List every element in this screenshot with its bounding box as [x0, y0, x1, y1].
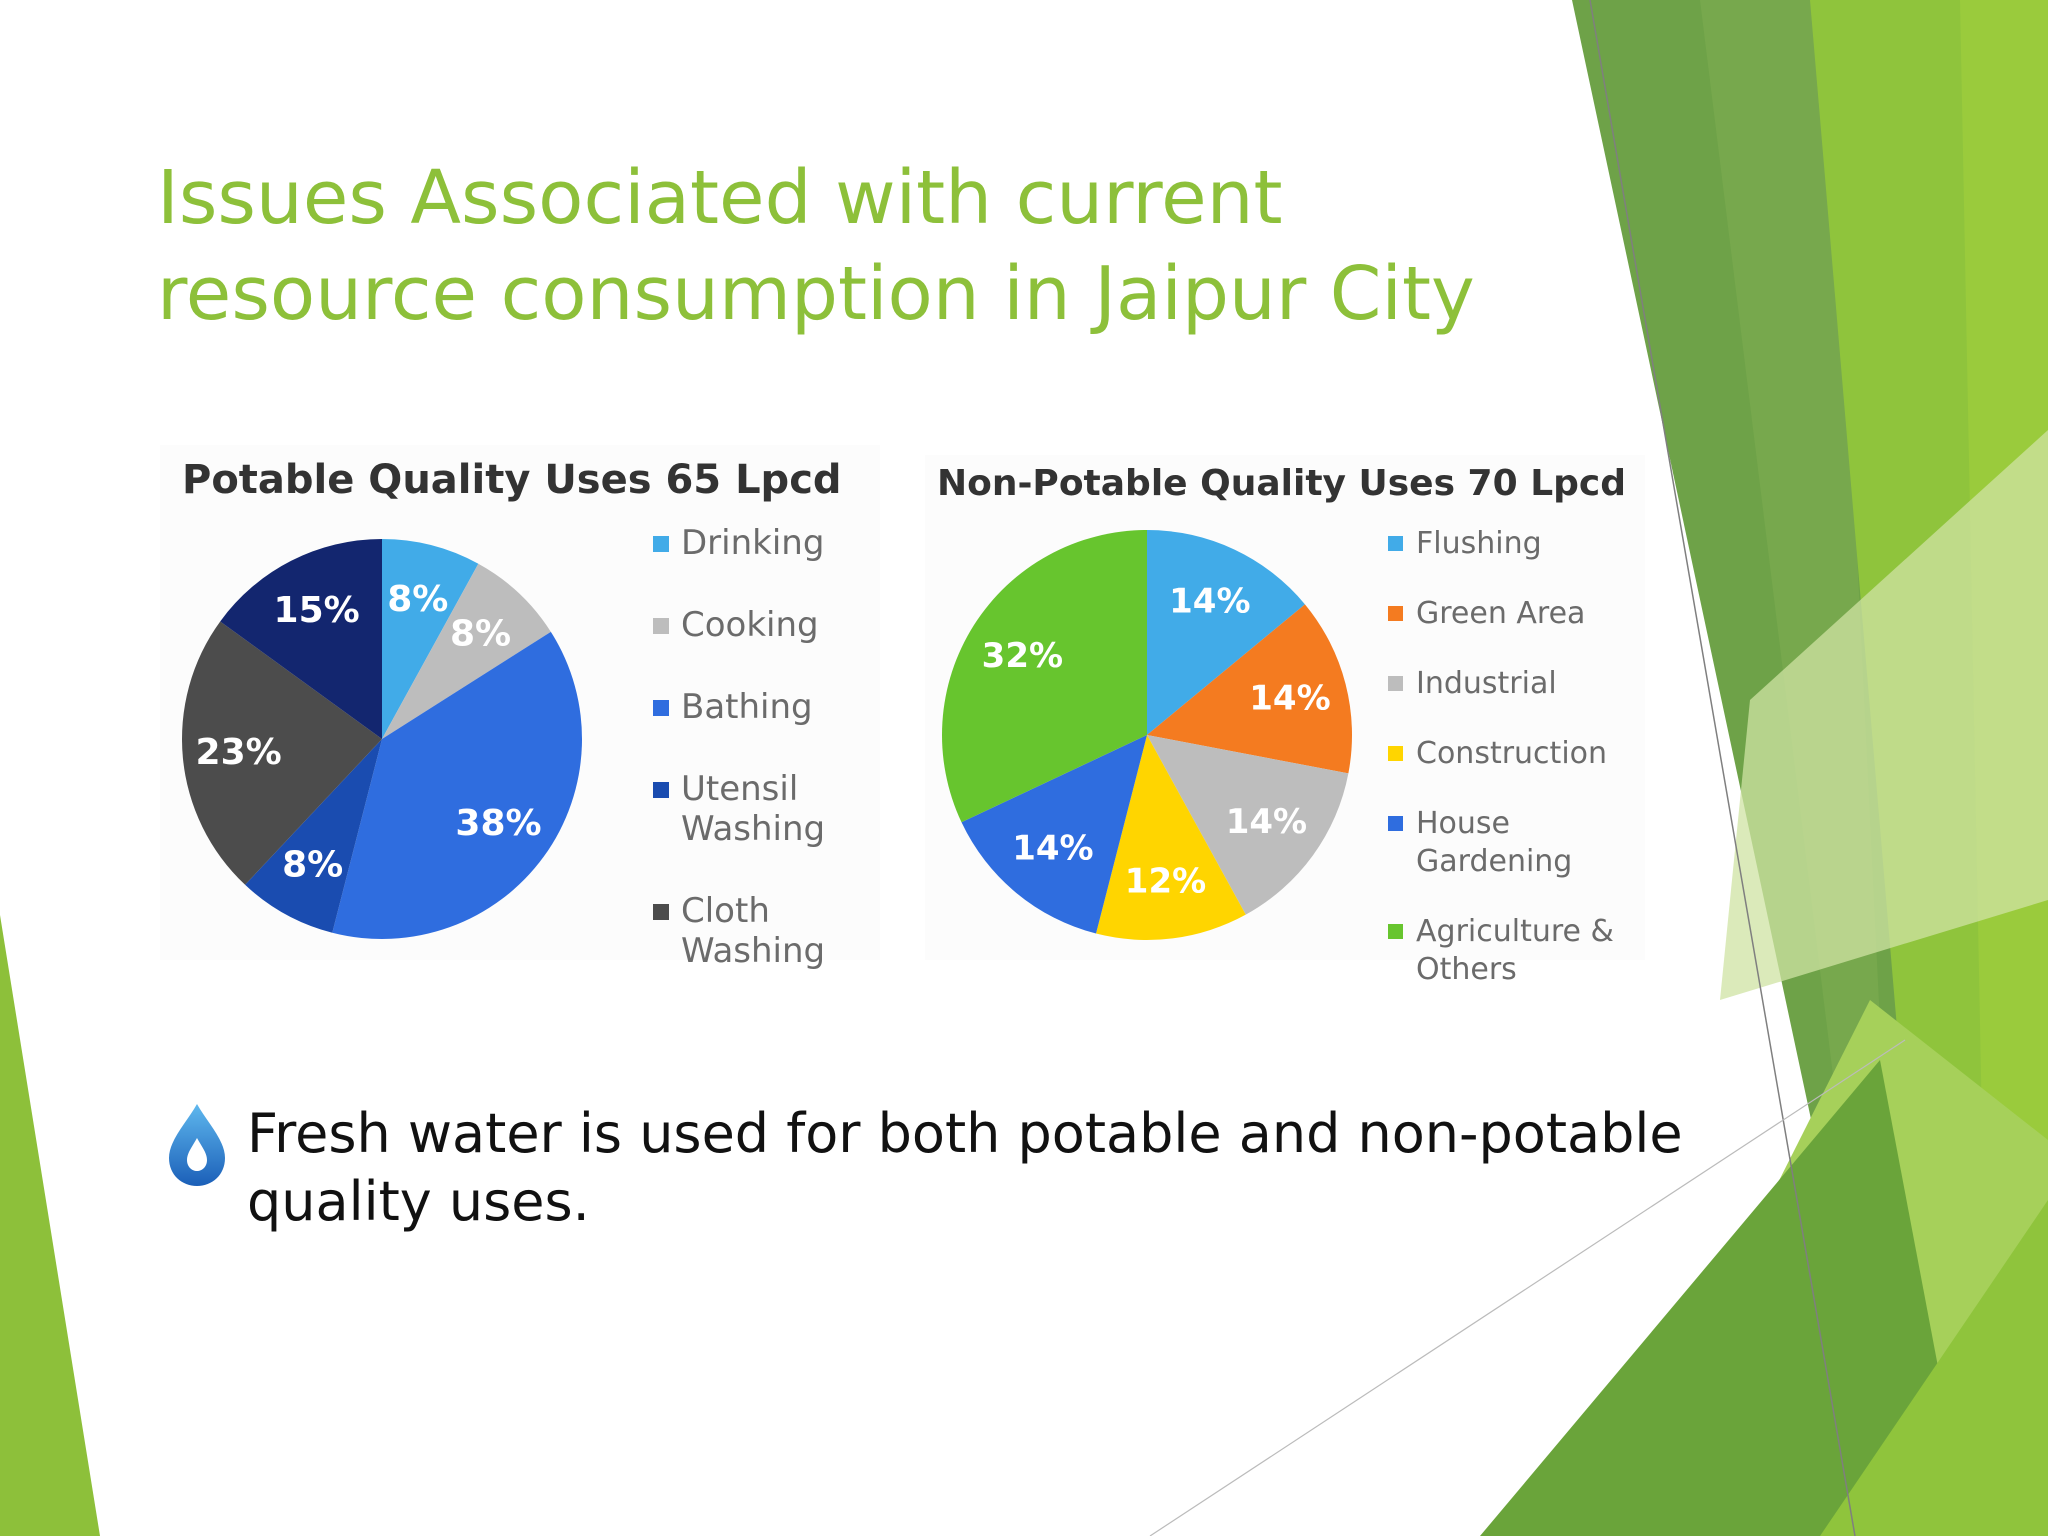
pie-slice-construction	[1096, 735, 1246, 940]
legend-swatch	[1388, 606, 1403, 621]
deco-corner-wedge	[1820, 1200, 2048, 1536]
legend-swatch	[1388, 924, 1403, 939]
legend-swatch	[653, 536, 669, 552]
potable-uses-chart: Potable Quality Uses 65 Lpcd 8% 8% 38% 8% 23…	[160, 445, 880, 971]
pie-plot-area: 8%8%38%8%23%15%	[182, 539, 582, 939]
deco-lower-wedge-dark	[1480, 1060, 1970, 1536]
legend-label: Cloth Washing	[681, 891, 826, 971]
pie-slice-flushing	[1147, 530, 1305, 735]
legend-swatch	[1388, 676, 1403, 691]
pie-value-label: 14%	[1226, 802, 1307, 842]
pie-value-label: 8%	[450, 614, 511, 655]
legend-label: Agriculture & Others	[1416, 914, 1614, 987]
deco-thin-line-2	[1149, 1039, 1906, 1536]
pie-slice-cooking	[382, 563, 551, 739]
legend-label: Bathing	[681, 687, 813, 727]
legend-label: Green Area	[1416, 596, 1586, 631]
pie-value-label: 38%	[455, 803, 541, 844]
pie-slice-utensil-washing	[245, 739, 382, 933]
deco-left-green-strip	[0, 915, 100, 1536]
chart-title: Non-Potable Quality Uses 70 Lpcd	[937, 463, 1627, 504]
legend-swatch	[653, 700, 669, 716]
non-potable-uses-chart: Non-Potable Quality Uses 70 Lpcd 14% 14% 1…	[925, 455, 1645, 987]
legend-label: Flushing	[1416, 526, 1542, 561]
pie-slice-drinking	[382, 539, 479, 739]
pie-slice-green-area	[1147, 604, 1352, 774]
pie-slice-industrial	[1147, 735, 1349, 915]
legend-swatch	[1388, 536, 1403, 551]
legend-label: Construction	[1416, 736, 1608, 771]
legend-swatch	[653, 618, 669, 634]
pie-value-label: 15%	[274, 590, 360, 631]
pie-value-label: 14%	[1169, 581, 1250, 621]
slide-title-line-1: Issues Associated with current	[157, 155, 1283, 241]
legend-label: Utensil Washing	[681, 769, 826, 849]
legend-swatch	[1388, 746, 1403, 761]
pie-value-label: 32%	[982, 636, 1063, 676]
chart-title: Potable Quality Uses 65 Lpcd	[182, 457, 842, 503]
pie-value-label: 14%	[1249, 678, 1330, 718]
deco-thin-line-1	[1589, 0, 1856, 1536]
pie-slice-unlabeled	[220, 539, 382, 739]
pie-plot-area: 14% 14% 14% 12% 14% 32%	[942, 530, 1352, 940]
legend-label: Drinking	[681, 523, 825, 563]
pie-slice-bathing	[332, 631, 582, 939]
slide-title-line-2: resource consumption in Jaipur City	[157, 251, 1475, 337]
water-drop-icon	[169, 1104, 225, 1186]
legend-swatch	[653, 904, 669, 920]
legend-swatch	[653, 782, 669, 798]
legend-label: Cooking	[681, 605, 819, 645]
legend-label: House Gardening	[1416, 806, 1573, 879]
pie-slice-agriculture-others	[942, 530, 1147, 823]
pie-value-label: 23%	[196, 732, 282, 773]
deco-pale-wedge	[1720, 430, 2048, 1000]
legend-swatch	[1388, 816, 1403, 831]
pie-value-label: 12%	[1125, 861, 1206, 901]
pie-slice-house-gardening	[961, 735, 1147, 934]
pie-value-label: 8%	[282, 845, 343, 886]
pie-value-label: 8%	[387, 579, 448, 620]
bullet-text: Fresh water is used for both potable and…	[247, 1102, 1683, 1233]
pie-slice-cloth-washing	[182, 621, 382, 885]
slide-title: Issues Associated with current resource …	[157, 150, 1557, 342]
pie-value-label: 14%	[1012, 829, 1093, 869]
legend-label: Industrial	[1416, 666, 1557, 701]
